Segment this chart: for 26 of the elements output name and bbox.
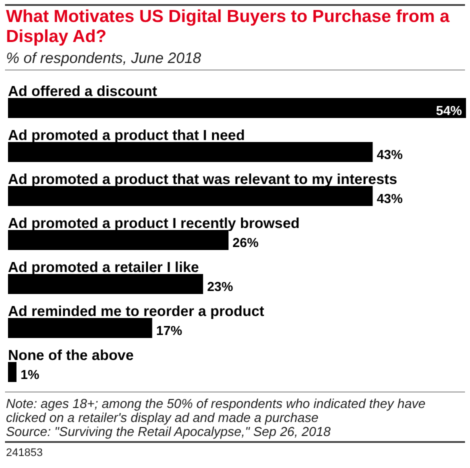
bar (8, 362, 16, 382)
bar (8, 318, 152, 338)
text: Note: ages 18+; among the 50% of respondents who indicated they have clicked on a retailer's display ad and made a purchase (6, 396, 426, 425)
text: 241853 (6, 447, 43, 459)
bar (8, 186, 373, 206)
y-tick-label: Ad promoted a product that was relevant to my interests (8, 172, 398, 188)
data-label: 54% (436, 103, 462, 118)
y-tick-label: Ad offered a discount (8, 84, 158, 100)
data-label: 43% (376, 191, 404, 206)
y-tick-label: Ad reminded me to reorder a product (8, 304, 264, 320)
y-tick-label: Ad promoted a product that I need (8, 128, 245, 144)
y-tick-label: Ad promoted a retailer I like (8, 260, 199, 276)
bar (8, 98, 466, 118)
chart-title: What Motivates US Digital Buyers to Purchase from a Display Ad? (6, 6, 450, 46)
y-tick-label: None of the above (8, 348, 134, 364)
chart-subtitle: % of respondents, June 2018 (6, 50, 202, 67)
data-label: 26% (232, 235, 259, 250)
source-note: Source: "Surviving the Retail Apocalypse," Sep 26, 2018 (6, 424, 332, 439)
bar (8, 142, 373, 162)
data-label: 23% (207, 279, 234, 294)
data-label: 1% (20, 367, 40, 382)
y-tick-label: Ad promoted a product I recently browsed (8, 216, 300, 232)
bar (8, 274, 204, 294)
data-label: 17% (156, 323, 183, 338)
bar (8, 230, 229, 250)
data-label: 43% (376, 147, 404, 162)
